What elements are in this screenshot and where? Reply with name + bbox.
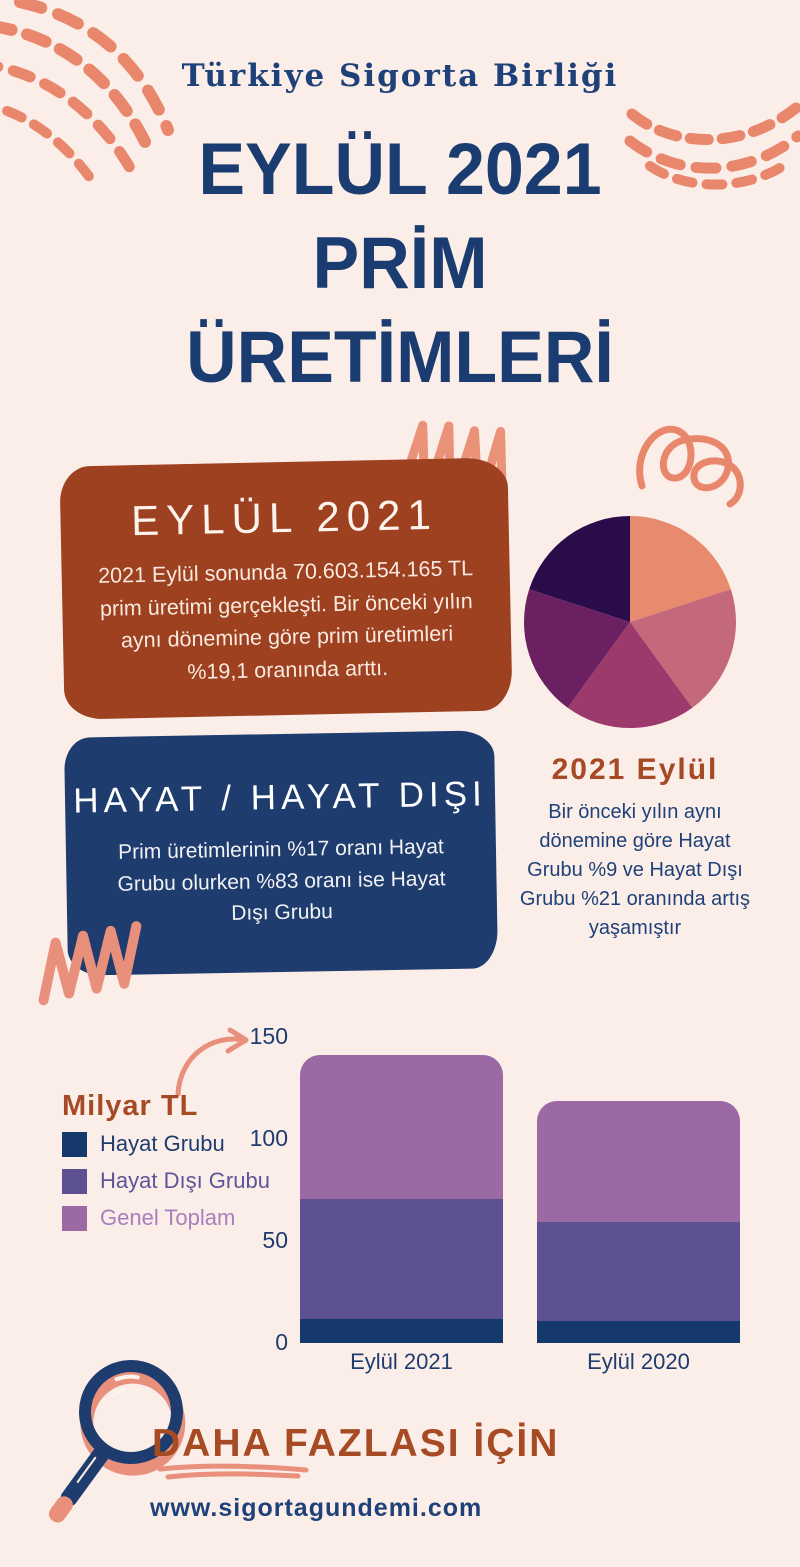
legend-label: Hayat Dışı Grubu bbox=[100, 1168, 270, 1193]
legend-swatch bbox=[62, 1131, 87, 1157]
hayat-card-title: HAYAT / HAYAT DIŞI bbox=[72, 774, 488, 821]
y-axis-tick-labels: 0 50 100 150 bbox=[228, 1023, 288, 1355]
y-axis-tick: 50 bbox=[262, 1227, 288, 1253]
spiral-squiggle-decoration bbox=[636, 425, 744, 508]
y-axis-tick: 100 bbox=[249, 1125, 288, 1151]
legend-item: Genel Toplam bbox=[62, 1205, 270, 1231]
legend-label: Genel Toplam bbox=[100, 1205, 236, 1230]
x-axis-label: Eylül 2020 bbox=[587, 1349, 690, 1374]
eylul-2021-summary-card: EYLÜL 2021 2021 Eylül sonunda 70.603.154… bbox=[59, 457, 513, 720]
page-title: EYLÜL 2021 PRİM ÜRETİMLERİ bbox=[0, 122, 800, 404]
legend-label: Hayat Grubu bbox=[100, 1131, 225, 1156]
bar-segment bbox=[300, 1054, 503, 1199]
chart-legend: Hayat Grubu Hayat Dışı Grubu Genel Toplam bbox=[62, 1131, 270, 1242]
y-axis-tick: 0 bbox=[275, 1329, 288, 1355]
y-axis-tick: 150 bbox=[249, 1023, 288, 1049]
pie-slice bbox=[523, 589, 630, 708]
dashed-arcs-top-left-decoration bbox=[0, 0, 174, 190]
stacked-bar-chart: Eylül 2021 Eylül 2020 bbox=[300, 1037, 760, 1374]
legend-item: Hayat Dışı Grubu bbox=[62, 1168, 270, 1194]
legend-swatch bbox=[62, 1168, 87, 1194]
premium-distribution-pie-chart bbox=[523, 516, 737, 729]
page-title-line-1: EYLÜL 2021 bbox=[198, 128, 602, 210]
cta-underline-decoration bbox=[157, 1463, 309, 1480]
pie-slice bbox=[529, 516, 630, 622]
curved-arrow-decoration bbox=[175, 1027, 249, 1097]
pie-slice bbox=[630, 516, 731, 622]
pie-slice bbox=[630, 589, 737, 708]
page-title-line-3: ÜRETİMLERİ bbox=[186, 316, 614, 398]
bar-segment bbox=[300, 1199, 503, 1319]
pie-slice bbox=[567, 622, 693, 729]
bar-segment bbox=[537, 1221, 740, 1321]
zigzag-squiggle-decoration bbox=[38, 921, 142, 1006]
summary-card-body: 2021 Eylül sonunda 70.603.154.165 TL pri… bbox=[97, 556, 474, 685]
cta-text: DAHA FAZLASI İÇİN bbox=[152, 1422, 560, 1465]
comparison-note-body: Bir önceki yılın aynı dönemine göre Haya… bbox=[519, 801, 751, 939]
x-axis-label: Eylül 2021 bbox=[350, 1349, 453, 1374]
comparison-note-title: 2021 Eylül bbox=[551, 753, 719, 786]
legend-item: Hayat Grubu bbox=[62, 1131, 270, 1157]
bar-segment bbox=[300, 1318, 503, 1343]
hayat-card-body: Prim üretimlerinin %17 oranı Hayat Grubu… bbox=[117, 835, 446, 925]
page-title-line-2: PRİM bbox=[312, 222, 488, 304]
brand-title: Türkiye Sigorta Birliği bbox=[181, 58, 619, 94]
magnifying-glass-icon bbox=[48, 1360, 186, 1523]
chart-unit-label: Milyar TL bbox=[62, 1090, 199, 1122]
dashed-arcs-right-decoration bbox=[624, 102, 800, 190]
bar-segment bbox=[537, 1100, 740, 1222]
bar-segment bbox=[537, 1320, 740, 1343]
summary-card-title: EYLÜL 2021 bbox=[130, 490, 439, 545]
website-url: www.sigortagundemi.com bbox=[150, 1494, 483, 1522]
legend-swatch bbox=[62, 1205, 87, 1231]
